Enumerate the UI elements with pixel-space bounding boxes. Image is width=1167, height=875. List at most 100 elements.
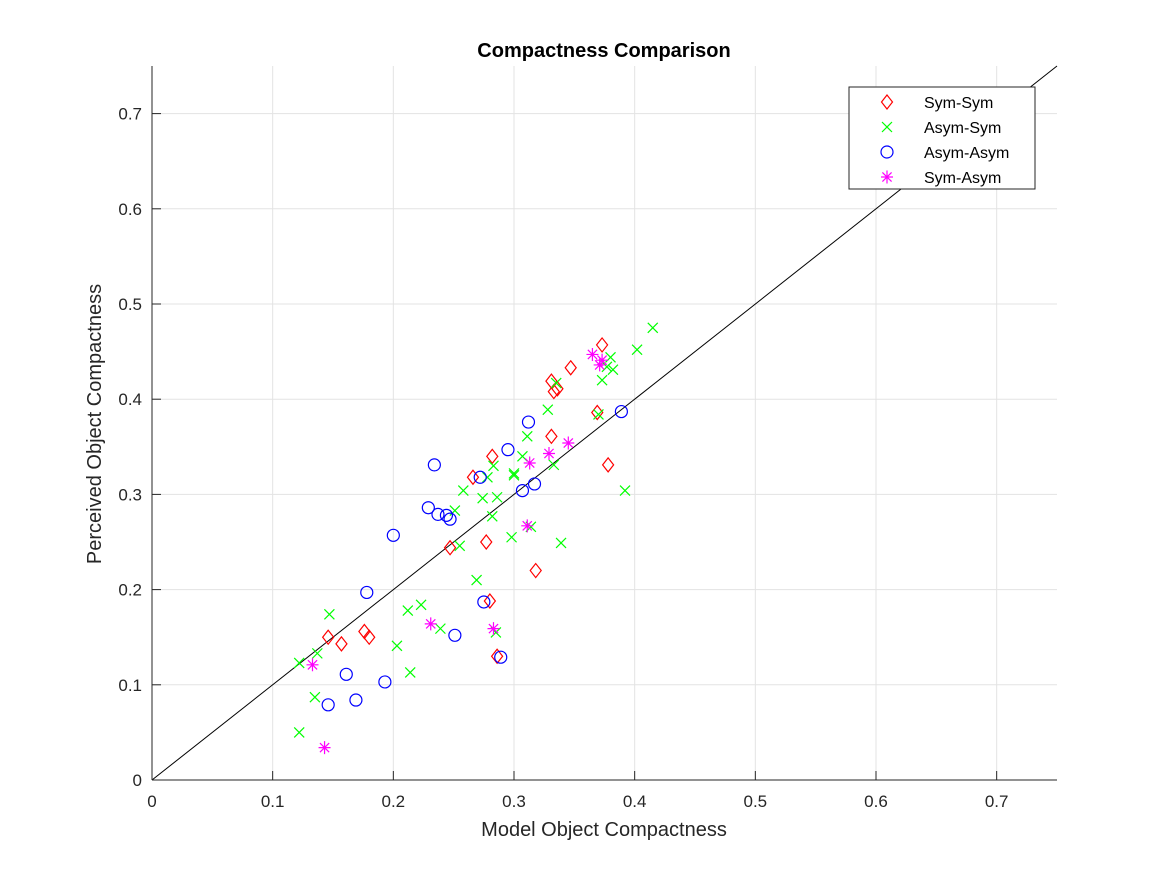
data-point bbox=[293, 657, 305, 669]
legend-marker bbox=[881, 170, 893, 184]
legend-box bbox=[848, 86, 1036, 190]
data-point bbox=[593, 358, 606, 372]
x-tick-label: 0.2 bbox=[382, 792, 406, 811]
y-tick-label: 0.1 bbox=[118, 676, 142, 695]
y-tick-label: 0.4 bbox=[118, 390, 142, 409]
data-point bbox=[547, 383, 561, 400]
data-point bbox=[479, 534, 493, 550]
data-point bbox=[339, 667, 353, 681]
data-point bbox=[378, 675, 392, 689]
data-point bbox=[427, 458, 441, 472]
x-axis-label: Model Object Compactness bbox=[481, 819, 727, 841]
data-point bbox=[487, 622, 500, 636]
y-tick-label: 0.5 bbox=[118, 295, 142, 314]
data-point bbox=[335, 635, 348, 652]
data-point bbox=[415, 599, 427, 611]
data-point bbox=[404, 666, 416, 678]
data-point bbox=[593, 409, 604, 420]
data-point bbox=[521, 430, 533, 442]
y-tick-label: 0.3 bbox=[118, 485, 142, 504]
data-point bbox=[391, 640, 403, 652]
data-point bbox=[601, 456, 615, 473]
data-point bbox=[424, 617, 437, 631]
x-tick-label: 0.4 bbox=[623, 792, 647, 811]
legend: Sym-Sym Asym-Sym Asym-Asym Sym-Asym bbox=[848, 86, 1036, 190]
tick-labels: 00 0.1 0.1 0.2 0.2 0.3 0.3 0.4 0.4 0.5 0.5 0.6 0.6 0.… bbox=[118, 105, 1008, 811]
axes bbox=[151, 66, 1057, 781]
data-point bbox=[293, 726, 305, 738]
data-point bbox=[607, 364, 619, 376]
data-point bbox=[321, 629, 335, 646]
series-asym-asym bbox=[321, 404, 628, 712]
legend-label: Asym-Asym bbox=[924, 145, 1009, 162]
data-point bbox=[506, 531, 518, 543]
x-tick-label: 0 bbox=[147, 792, 156, 811]
data-point bbox=[443, 539, 457, 556]
data-point bbox=[494, 650, 508, 664]
data-point bbox=[551, 380, 564, 397]
x-tick-label: 0.1 bbox=[261, 792, 285, 811]
data-point bbox=[434, 623, 446, 635]
data-point bbox=[473, 470, 487, 484]
data-point bbox=[529, 562, 542, 579]
data-point bbox=[402, 605, 414, 616]
legend-marker bbox=[880, 94, 894, 110]
data-series bbox=[293, 322, 659, 755]
data-point bbox=[647, 322, 659, 334]
data-point bbox=[545, 428, 558, 445]
data-point bbox=[318, 741, 331, 755]
data-point bbox=[466, 469, 480, 486]
data-point bbox=[515, 483, 530, 498]
data-point bbox=[486, 510, 498, 522]
data-point bbox=[311, 647, 323, 659]
x-tick-label: 0.5 bbox=[744, 792, 768, 811]
data-point bbox=[471, 574, 483, 586]
grid-lines bbox=[152, 66, 1057, 780]
y-tick-label: 0.7 bbox=[118, 105, 142, 124]
series-sym-asym bbox=[306, 347, 609, 755]
legend-label: Sym-Sym bbox=[924, 95, 993, 112]
legend-label: Asym-Sym bbox=[924, 120, 1001, 137]
data-point bbox=[431, 507, 445, 521]
data-point bbox=[595, 336, 609, 353]
chart-title: Compactness Comparison bbox=[477, 40, 730, 62]
data-point bbox=[486, 448, 499, 465]
data-point bbox=[482, 471, 493, 483]
data-point bbox=[488, 460, 499, 472]
data-point bbox=[523, 456, 536, 470]
y-tick-label: 0 bbox=[133, 771, 142, 790]
data-point bbox=[386, 528, 400, 542]
data-point bbox=[601, 361, 613, 373]
data-point bbox=[542, 446, 555, 460]
data-point bbox=[562, 436, 575, 450]
data-point bbox=[631, 344, 643, 356]
data-point bbox=[349, 693, 363, 707]
data-point bbox=[306, 658, 319, 672]
data-point bbox=[448, 628, 462, 642]
y-tick-label: 0.2 bbox=[118, 581, 142, 600]
x-tick-label: 0.7 bbox=[985, 792, 1009, 811]
data-point bbox=[491, 491, 503, 503]
data-point bbox=[362, 629, 376, 646]
data-point bbox=[555, 537, 567, 549]
data-point bbox=[443, 512, 457, 526]
data-point bbox=[596, 374, 608, 386]
data-point bbox=[454, 540, 466, 552]
data-point bbox=[542, 404, 554, 416]
y-tick-label: 0.6 bbox=[118, 200, 142, 219]
data-point bbox=[501, 443, 515, 457]
data-point bbox=[477, 492, 489, 504]
data-point bbox=[564, 359, 577, 376]
legend-marker bbox=[880, 145, 894, 159]
data-point bbox=[614, 404, 628, 419]
data-point bbox=[550, 377, 562, 389]
data-point bbox=[490, 648, 504, 665]
data-point bbox=[323, 608, 335, 620]
data-point bbox=[527, 477, 542, 491]
data-point bbox=[596, 353, 609, 367]
data-point bbox=[619, 485, 631, 497]
data-point bbox=[586, 347, 599, 361]
data-point bbox=[508, 469, 520, 481]
data-point bbox=[321, 698, 335, 712]
data-point bbox=[421, 501, 435, 515]
